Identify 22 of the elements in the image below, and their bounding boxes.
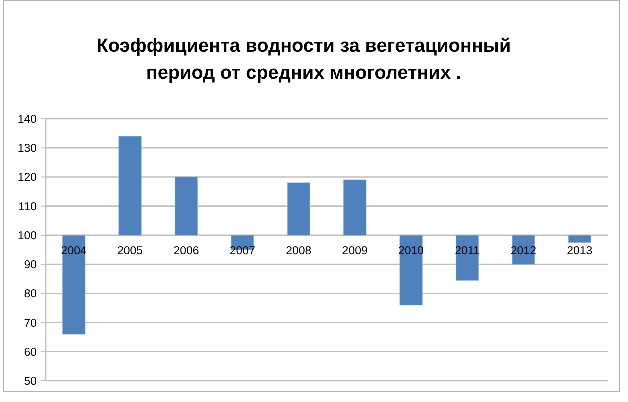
x-tick-label: 2005 bbox=[118, 245, 144, 258]
y-tick-label: 120 bbox=[18, 172, 37, 184]
x-tick-label: 2009 bbox=[342, 245, 368, 258]
x-tick-label: 2006 bbox=[174, 245, 200, 258]
y-tick-label: 90 bbox=[24, 260, 37, 272]
bar bbox=[118, 136, 142, 236]
bar bbox=[174, 176, 198, 236]
x-tick-label: 2013 bbox=[567, 245, 593, 258]
y-tick-label: 70 bbox=[24, 318, 37, 330]
y-tick-label: 140 bbox=[18, 114, 37, 126]
bar bbox=[287, 182, 310, 236]
x-tick-label: 2008 bbox=[286, 245, 312, 258]
y-tick-label: 50 bbox=[24, 376, 37, 388]
bar bbox=[568, 235, 592, 244]
y-tick-label: 60 bbox=[24, 346, 37, 359]
bar bbox=[344, 180, 367, 236]
y-tick-label: 130 bbox=[18, 143, 37, 156]
y-tick-label: 80 bbox=[24, 288, 37, 301]
y-tick-label: 100 bbox=[18, 230, 37, 242]
y-tick-label: 110 bbox=[18, 201, 37, 214]
chart-title: Коэффициента водности за вегетационный период от средних многолетних . bbox=[96, 36, 512, 84]
bar bbox=[62, 235, 86, 335]
